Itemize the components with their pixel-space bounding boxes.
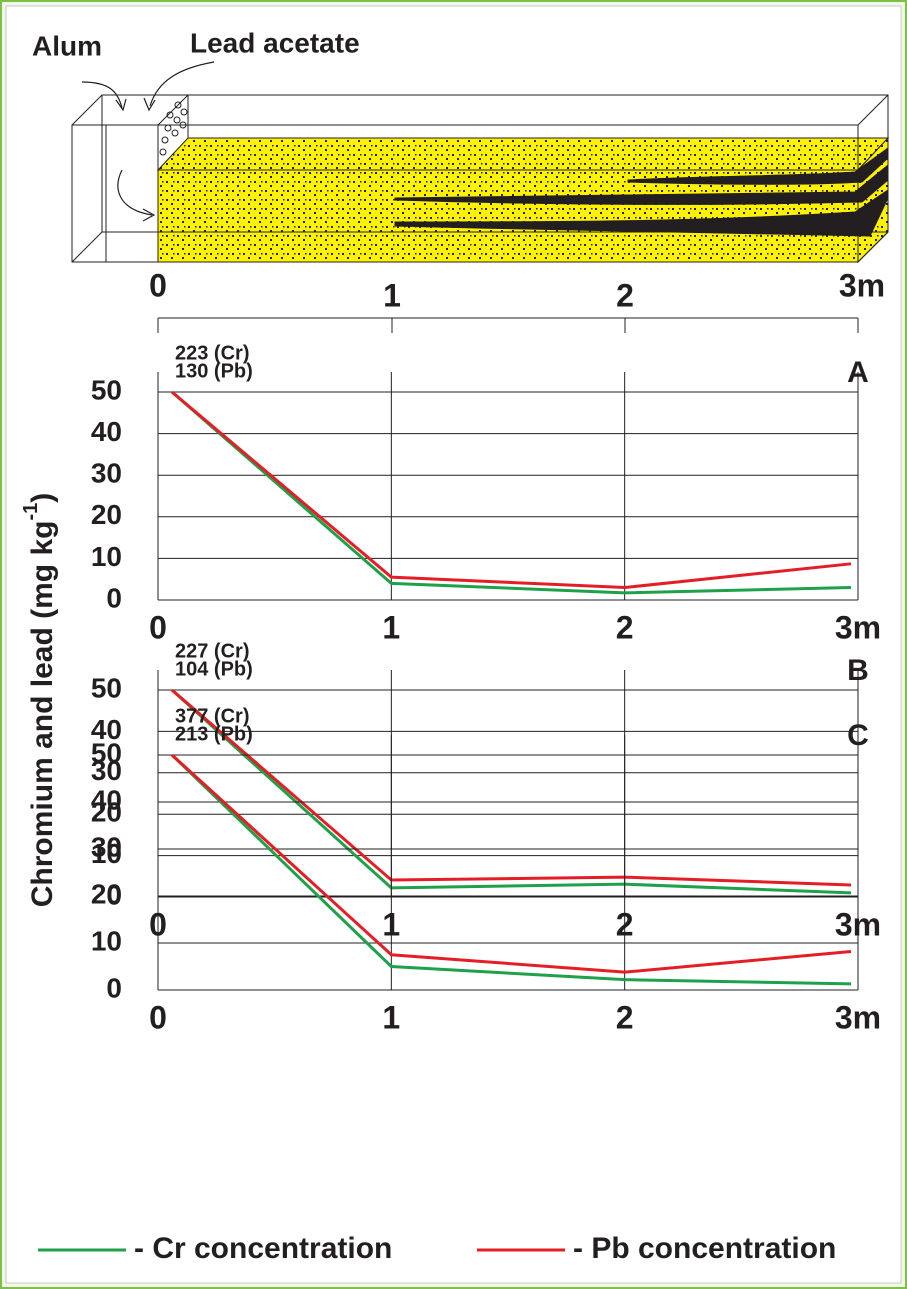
y-tick-label: 50 (91, 737, 122, 768)
column-diagram (71, 61, 890, 333)
annotation: 223 (Cr) (175, 342, 249, 364)
y-tick-label: 10 (91, 838, 122, 869)
y-tick-label: 20 (91, 878, 122, 909)
y-tick-label: 50 (91, 374, 122, 405)
series-line (170, 753, 852, 986)
y-tick-label: 40 (91, 714, 122, 745)
panel-label: B (847, 654, 869, 687)
y-tick-label: 40 (91, 784, 122, 815)
legend-label: - Pb concentration (573, 1232, 836, 1265)
x-tick-label: 1 (382, 999, 400, 1035)
annotation: 104 (Pb) (175, 658, 253, 680)
y-tick-label: 20 (91, 797, 122, 828)
legend-label: - Cr concentration (134, 1232, 392, 1265)
x-tick-label: 2 (616, 999, 634, 1035)
y-axis-title-sup: -1 (20, 503, 42, 521)
y-tick-label: 0 (106, 972, 122, 1003)
y-tick-label: 50 (91, 672, 122, 703)
scale-label: 3m (839, 267, 885, 303)
annotation: 227 (Cr) (175, 640, 249, 662)
scale-label: 2 (616, 277, 634, 313)
y-tick-label: 40 (91, 416, 122, 447)
annotation: 377 (Cr) (175, 705, 249, 727)
panel-label: A (847, 356, 869, 389)
y-tick-label: 0 (106, 879, 122, 910)
scale-label: 0 (149, 267, 167, 303)
y-tick-label: 30 (91, 831, 122, 862)
y-tick-label: 10 (91, 541, 122, 572)
x-tick-label: 0 (149, 609, 167, 645)
series-line (170, 688, 852, 895)
y-axis-title-end: ) (26, 493, 59, 503)
panel-label: C (847, 719, 869, 752)
series-line (171, 390, 852, 595)
x-tick-label: 3m (835, 609, 881, 645)
y-tick-label: 20 (91, 499, 122, 530)
annotation: 213 (Pb) (175, 723, 253, 745)
x-tick-label: 0 (149, 999, 167, 1035)
series-line (171, 688, 852, 887)
annotation: 130 (Pb) (175, 360, 253, 382)
y-tick-label: 10 (91, 925, 122, 956)
series-line (171, 390, 852, 590)
y-axis-title: Chromium and lead (mg kg-1) (20, 493, 59, 908)
x-tick-label: 2 (616, 609, 634, 645)
diagram-label: Alum (32, 30, 102, 61)
diagram-label: Lead acetate (190, 27, 360, 58)
x-tick-label: 1 (382, 609, 400, 645)
y-tick-label: 30 (91, 755, 122, 786)
y-tick-label: 0 (106, 582, 122, 613)
y-tick-label: 30 (91, 458, 122, 489)
scale-label: 1 (383, 277, 401, 313)
series-line (170, 753, 852, 974)
x-tick-label: 3m (835, 999, 881, 1035)
y-axis-title-main: Chromium and lead (mg kg (26, 521, 59, 908)
